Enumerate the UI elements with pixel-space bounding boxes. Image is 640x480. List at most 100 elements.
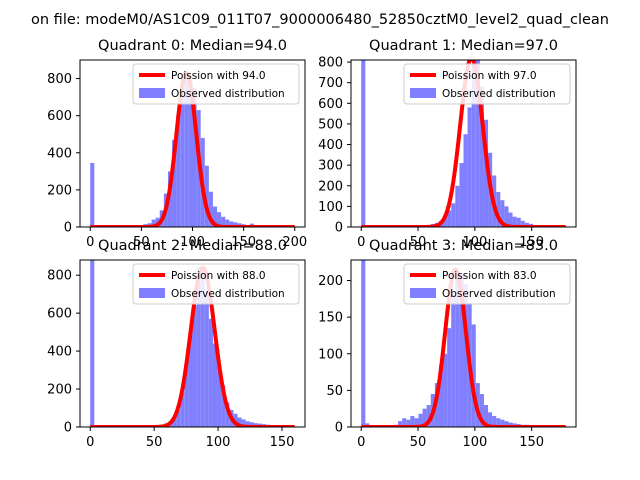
histogram-bar	[422, 408, 427, 427]
axes-frame	[350, 59, 577, 228]
x-tick-label: 100	[462, 235, 487, 250]
histogram-bar	[361, 60, 366, 227]
legend-box	[403, 63, 571, 105]
histogram-bar	[204, 290, 209, 427]
x-tick-label: 0	[357, 235, 365, 250]
histogram-bar	[426, 405, 431, 427]
histogram-bar	[500, 419, 505, 427]
y-tick-label: 800	[47, 72, 72, 87]
y-tick-label: 300	[318, 159, 343, 174]
quadrant-1-legend: Poission with 97.0 Observed distribution	[403, 63, 571, 105]
figure-suptitle: on file: modeM0/AS1C09_011T07_9000006480…	[31, 12, 609, 28]
histogram-bar	[192, 87, 197, 227]
quadrant-0-title: Quadrant 0: Median=94.0	[98, 38, 287, 54]
legend-bar-swatch	[410, 288, 436, 298]
legend-label-poisson: Poission with 88.0	[171, 270, 266, 282]
histogram-bar	[496, 191, 501, 227]
histogram-bar	[172, 418, 177, 427]
histogram-bar	[447, 210, 452, 227]
legend-label-observed: Observed distribution	[442, 88, 556, 100]
histogram-bar	[447, 328, 452, 427]
y-tick-label: 100	[318, 347, 343, 362]
histogram-bar	[455, 276, 460, 427]
quadrant-3-chart: 0 50 100 150 0 50 100 150 200 Quadrant 3: Median=…	[318, 238, 577, 450]
histogram-bar	[212, 343, 218, 427]
histogram-bar	[151, 219, 156, 227]
histogram-bar	[500, 200, 505, 227]
y-tick-label: 0	[335, 421, 343, 436]
axes-frame	[350, 259, 577, 428]
y-tick-label: 150	[318, 311, 343, 326]
x-tick-label: 150	[231, 235, 256, 250]
quadrant-3-plot-area	[359, 260, 568, 427]
y-tick-label: 500	[318, 117, 343, 132]
quadrant-2-legend: Poission with 88.0 Observed distribution	[132, 263, 300, 305]
histogram-bar	[225, 219, 230, 227]
poisson-fit-line	[88, 265, 297, 427]
x-tick-label: 150	[519, 235, 544, 250]
histogram-bar	[188, 334, 193, 427]
histogram-bar	[524, 222, 529, 227]
histogram-bar	[398, 421, 403, 427]
histogram-bar	[516, 217, 521, 227]
x-tick-label: 0	[357, 435, 365, 450]
y-tick-label: 400	[47, 146, 72, 161]
histogram-bar	[483, 405, 489, 427]
legend-box	[132, 63, 300, 105]
histogram-bar	[508, 212, 513, 227]
y-tick-label: 100	[318, 200, 343, 215]
histogram-bar	[208, 191, 213, 227]
histogram-bar	[229, 221, 234, 227]
quadrant-0-legend: Poission with 94.0 Observed distribution	[132, 63, 300, 105]
poisson-fit-line	[359, 267, 568, 427]
histogram-bar	[212, 206, 218, 227]
y-tick-label: 0	[64, 421, 72, 436]
axes-frame	[79, 259, 306, 428]
quadrant-1-chart: 0 50 100 150 0 100 200 300 400 500 600 700 800 Quadra…	[318, 38, 577, 250]
histogram-bar	[471, 64, 476, 227]
y-tick-label: 50	[326, 384, 343, 399]
histogram-bar	[438, 364, 444, 427]
legend-label-poisson: Poission with 97.0	[442, 70, 537, 82]
histogram-bar	[410, 416, 415, 427]
quadrant-3-legend: Poission with 83.0 Observed distribution	[403, 263, 571, 305]
x-tick-label: 0	[86, 435, 94, 450]
histogram-bar	[204, 165, 209, 227]
histogram-bar	[217, 364, 222, 427]
histogram-bar	[459, 273, 464, 427]
x-tick-label: 0	[86, 235, 94, 250]
histogram-bar	[488, 412, 493, 427]
quadrant-2-title: Quadrant 2: Median=88.0	[98, 238, 287, 254]
quadrant-0-chart: 0 50 100 150 200 0 200 400 600 800 Quadrant 0: Med…	[47, 38, 307, 250]
histogram-bar	[180, 392, 185, 427]
histogram-bar	[196, 267, 201, 427]
legend-label-poisson: Poission with 83.0	[442, 270, 537, 282]
y-tick-label: 800	[318, 56, 343, 71]
x-tick-label: 100	[462, 435, 487, 450]
y-tick-label: 800	[47, 269, 72, 284]
legend-bar-swatch	[139, 288, 165, 298]
histogram-bar	[241, 419, 246, 427]
histogram-bar	[479, 394, 484, 427]
legend-label-observed: Observed distribution	[171, 88, 285, 100]
y-tick-label: 200	[318, 274, 343, 289]
histogram-bar	[451, 203, 456, 227]
x-tick-label: 100	[206, 435, 231, 450]
histogram-bar	[184, 78, 189, 227]
histogram-bar	[172, 139, 177, 227]
histogram-bar	[237, 417, 242, 427]
legend-bar-swatch	[139, 88, 165, 98]
y-tick-label: 400	[318, 138, 343, 153]
histogram-bar	[406, 419, 411, 427]
histogram-bar	[443, 215, 448, 227]
histogram-bar	[512, 216, 517, 227]
histogram-bar	[418, 413, 423, 427]
histogram-bar	[176, 115, 181, 227]
y-tick-label: 200	[47, 383, 72, 398]
histogram-bar	[520, 220, 525, 227]
y-tick-label: 600	[318, 97, 343, 112]
histogram-bar	[414, 418, 419, 427]
legend-label-poisson: Poission with 94.0	[171, 70, 266, 82]
legend-bar-swatch	[410, 88, 436, 98]
